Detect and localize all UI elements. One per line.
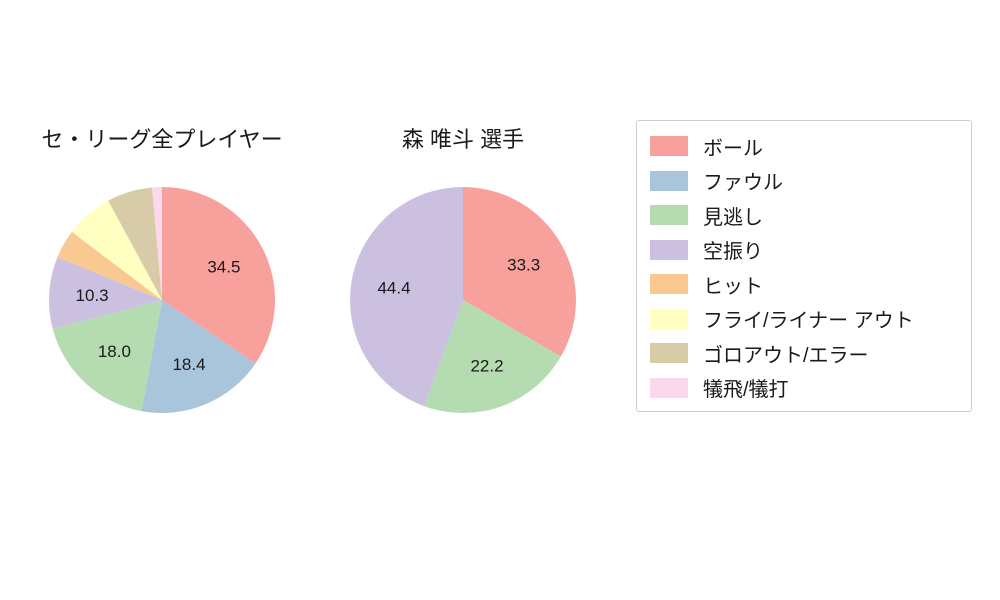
left-chart-title: セ・リーグ全プレイヤー <box>41 127 283 152</box>
pie-value-label: 34.5 <box>207 258 240 277</box>
legend-item-5: フライ/ライナー アウト <box>637 302 971 337</box>
pie-slice-1 <box>141 300 256 414</box>
pie-value-label: 18.4 <box>172 355 205 374</box>
legend-swatch <box>650 308 688 329</box>
legend-item-0: ボール <box>637 129 971 164</box>
legend-swatch <box>650 274 688 295</box>
legend-label: 空振り <box>703 241 763 264</box>
pie-slice-0 <box>463 187 576 357</box>
pie-value-label: 22.2 <box>470 356 503 375</box>
legend-item-6: ゴロアウト/エラー <box>637 336 971 371</box>
pie-value-label: 18.0 <box>98 342 131 361</box>
pie-slice-2 <box>52 300 163 412</box>
legend-swatch <box>650 377 688 398</box>
legend-label: フライ/ライナー アウト <box>703 310 914 333</box>
legend-label: 見逃し <box>703 206 763 229</box>
pie-chart-mori-yuito: 33.3 22.2 44.4 <box>349 187 576 414</box>
pie-value-label: 44.4 <box>377 278 410 297</box>
legend-swatch <box>650 239 688 260</box>
legend-swatch <box>650 170 688 191</box>
legend-item-4: ヒット <box>637 267 971 302</box>
legend-swatch <box>650 343 688 364</box>
legend: ボールファウル見逃し空振りヒットフライ/ライナー アウト ゴロアウト/エラー 犠飛/… <box>636 120 972 412</box>
legend-swatch <box>650 205 688 226</box>
legend-label: ファウル <box>703 172 783 195</box>
legend-item-3: 空振り <box>637 233 971 268</box>
legend-swatch <box>650 136 688 157</box>
pie-slice-1 <box>424 300 561 414</box>
pie-slice-2 <box>349 187 463 407</box>
pie-slice-4 <box>57 231 162 300</box>
legend-label: ボール <box>703 137 763 160</box>
legend-label: ゴロアウト/エラー <box>703 344 869 367</box>
pie-slice-5 <box>71 200 162 300</box>
pie-slice-6 <box>108 187 162 300</box>
pie-slice-0 <box>162 187 276 364</box>
pie-slice-3 <box>49 257 162 329</box>
pie-value-label: 33.3 <box>507 256 540 275</box>
legend-item-1: ファウル <box>637 164 971 199</box>
pie-value-label: 10.3 <box>76 286 109 305</box>
pie-slice-7 <box>152 187 162 300</box>
legend-label: 犠飛/犠打 <box>703 379 789 402</box>
legend-item-2: 見逃し <box>637 198 971 233</box>
pie-chart-league-all: 34.5 18.4 18.0 10.3 <box>49 187 276 414</box>
legend-label: ヒット <box>703 275 763 298</box>
right-chart-title: 森 唯斗 選手 <box>401 127 525 152</box>
legend-item-7: 犠飛/犠打 <box>637 371 971 406</box>
